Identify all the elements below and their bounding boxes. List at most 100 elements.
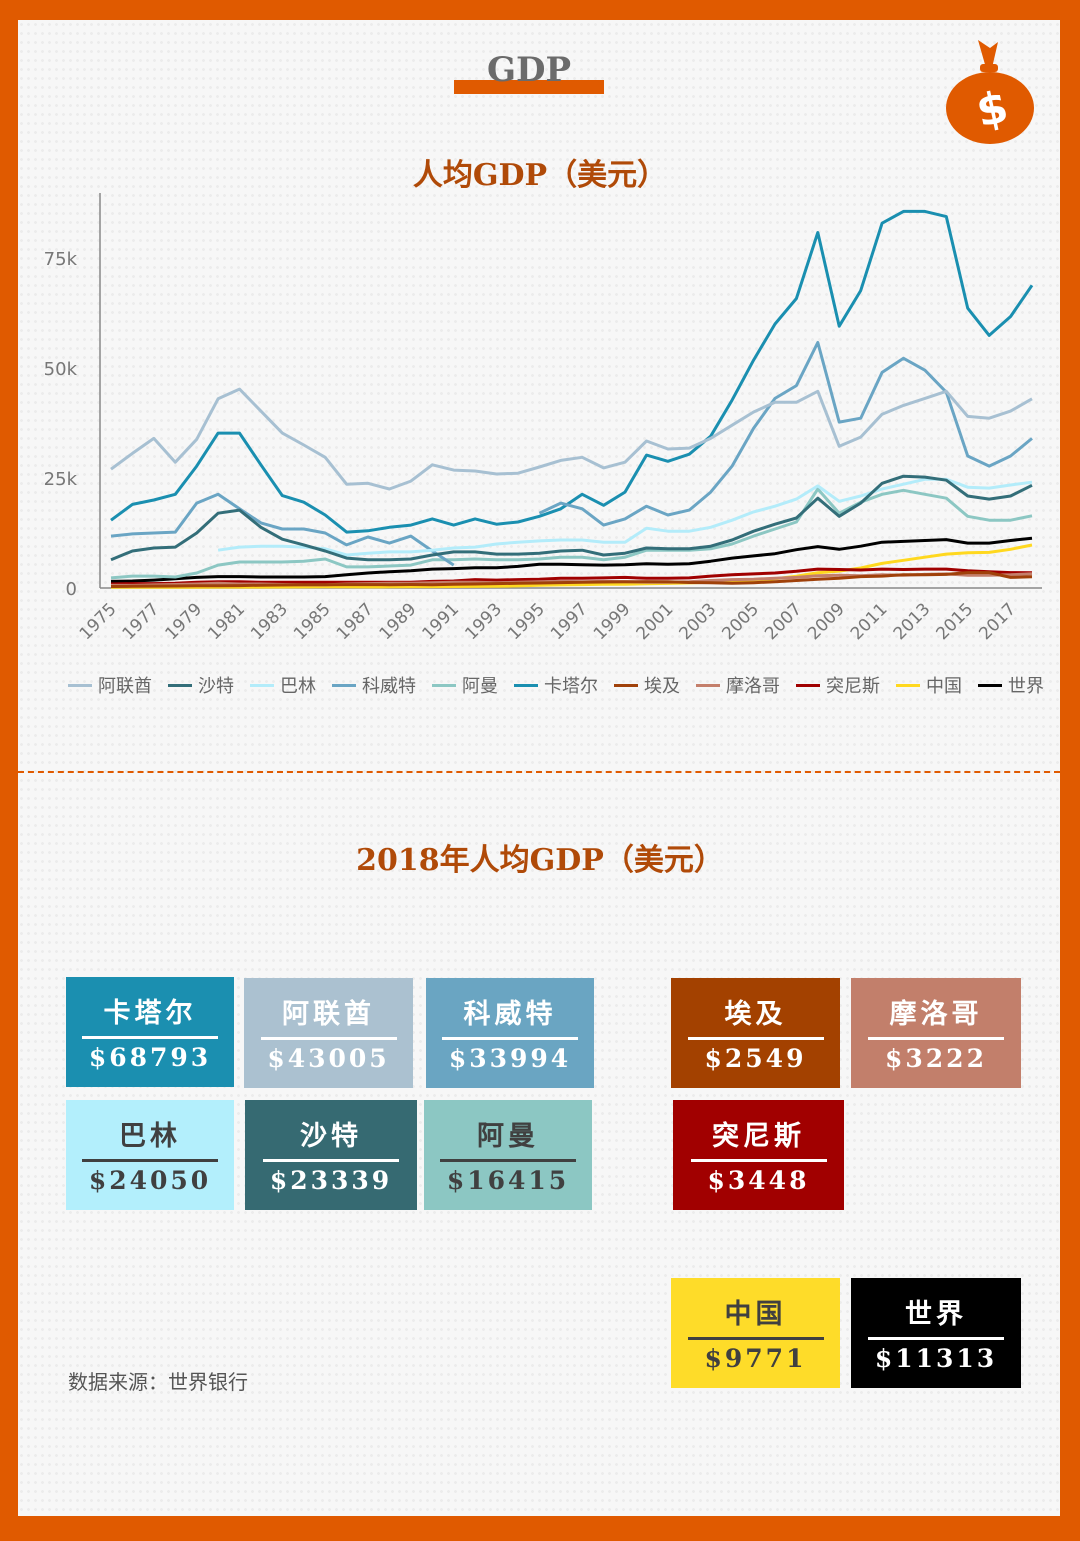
infographic-panel	[18, 20, 1060, 1516]
legend-item[interactable]: 卡塔尔	[514, 674, 598, 697]
legend-label: 突尼斯	[826, 676, 880, 697]
legend-swatch	[696, 683, 720, 687]
legend-swatch	[978, 683, 1002, 687]
legend-item[interactable]: 阿联酋	[68, 674, 152, 697]
legend-label: 世界	[1008, 676, 1044, 697]
x-tick-label: 2015	[933, 599, 978, 644]
legend-swatch	[332, 683, 356, 687]
summary-tile: 沙特 $23339	[245, 1100, 417, 1210]
legend-item[interactable]: 埃及	[614, 674, 680, 697]
series-line-卡塔尔	[110, 209, 1034, 534]
tile-value: $9771	[704, 1344, 807, 1373]
x-tick-label: 2011	[847, 599, 892, 644]
tile-country: 沙特	[300, 1121, 362, 1152]
legend-swatch	[614, 683, 638, 687]
chart-title: 人均GDP（美元）	[412, 158, 668, 193]
x-tick-label: 2007	[761, 599, 806, 644]
tile-value: $3222	[885, 1044, 987, 1073]
x-tick-label: 2001	[633, 599, 678, 644]
summary-tile: 卡塔尔 $68793	[66, 977, 234, 1087]
tile-value: $68793	[88, 1043, 212, 1072]
legend-label: 沙特	[198, 676, 234, 697]
x-tick-label: 1983	[247, 599, 292, 644]
line-chart: 025k50k75k197519771979198119831985198719…	[44, 193, 1042, 644]
summary-tile: 突尼斯 $3448	[673, 1100, 844, 1210]
summary-tile: 埃及 $2549	[671, 978, 840, 1088]
tile-country: 科威特	[463, 999, 557, 1030]
x-tick-label: 2003	[676, 599, 721, 644]
legend-item[interactable]: 沙特	[168, 674, 234, 697]
legend-label: 埃及	[644, 676, 680, 697]
y-tick-label: 50k	[44, 359, 78, 380]
tile-value: $11313	[874, 1344, 998, 1373]
tile-divider	[82, 1159, 218, 1162]
y-tick-label: 75k	[44, 249, 78, 270]
tile-country: 卡塔尔	[103, 998, 197, 1029]
tile-value: $33994	[448, 1044, 572, 1073]
legend-item[interactable]: 突尼斯	[796, 674, 880, 697]
x-tick-label: 1999	[590, 599, 635, 644]
tile-country: 突尼斯	[712, 1121, 805, 1152]
summary-tile: 巴林 $24050	[66, 1100, 234, 1210]
series-line-阿联酋	[110, 387, 1033, 491]
series-line-巴林	[217, 477, 1033, 557]
tile-country: 阿联酋	[282, 999, 375, 1030]
legend-swatch	[896, 683, 920, 687]
legend-label: 阿曼	[462, 676, 498, 697]
y-tick-label: 25k	[44, 469, 78, 490]
y-tick-label: 0	[66, 579, 77, 600]
legend-item[interactable]: 科威特	[332, 674, 416, 697]
series-line-中国	[110, 543, 1033, 589]
x-tick-label: 1991	[418, 599, 463, 644]
series-line-阿曼	[110, 487, 1033, 580]
x-tick-label: 1987	[333, 599, 378, 644]
tile-divider	[82, 1036, 218, 1039]
x-tick-label: 1997	[547, 599, 592, 644]
tile-divider	[690, 1159, 827, 1162]
tile-divider	[868, 1337, 1004, 1340]
legend-label: 卡塔尔	[544, 676, 598, 697]
summary-tile: 阿联酋 $43005	[244, 978, 413, 1088]
legend-item[interactable]: 摩洛哥	[696, 674, 780, 697]
tile-country: 摩洛哥	[889, 999, 983, 1030]
legend-swatch	[68, 683, 92, 687]
series-line-突尼斯	[110, 567, 1033, 586]
tile-divider	[440, 1159, 576, 1162]
tile-divider	[687, 1337, 824, 1340]
x-tick-label: 1981	[204, 599, 249, 644]
tile-divider	[263, 1159, 399, 1162]
tile-value: $16415	[446, 1166, 570, 1195]
tile-country: 阿曼	[477, 1121, 539, 1152]
x-tick-label: 1975	[76, 599, 121, 644]
x-tick-label: 2017	[975, 599, 1020, 644]
legend-swatch	[796, 683, 820, 687]
tile-divider	[868, 1037, 1004, 1040]
tile-value: $3448	[707, 1166, 810, 1195]
series-line-科威特	[110, 341, 1033, 567]
legend-item[interactable]: 阿曼	[432, 674, 498, 697]
series-line-埃及	[110, 571, 1033, 588]
chart-legend: 阿联酋 沙特 巴林 科威特 阿曼 卡塔尔 埃及 摩洛哥 突尼斯 中国 世界	[68, 674, 1048, 697]
legend-item[interactable]: 世界	[978, 674, 1044, 697]
tile-country: 巴林	[119, 1121, 181, 1152]
x-tick-label: 2009	[804, 599, 849, 644]
x-tick-label: 1989	[376, 599, 421, 644]
tile-country: 世界	[905, 1299, 967, 1330]
data-source: 数据来源：世界银行	[68, 1370, 248, 1394]
summary-tile: 中国 $9771	[671, 1278, 840, 1388]
legend-swatch	[168, 683, 192, 687]
summary-tile: 科威特 $33994	[426, 978, 594, 1088]
x-tick-label: 2013	[890, 599, 935, 644]
legend-item[interactable]: 中国	[896, 674, 962, 697]
title-underline	[454, 80, 604, 94]
legend-item[interactable]: 巴林	[250, 674, 316, 697]
legend-label: 中国	[926, 676, 962, 697]
x-tick-label: 1993	[461, 599, 506, 644]
legend-label: 科威特	[362, 676, 416, 697]
x-tick-label: 1979	[161, 599, 206, 644]
tile-divider	[687, 1037, 824, 1040]
x-tick-label: 1995	[504, 599, 549, 644]
legend-swatch	[514, 683, 538, 687]
series-line-世界	[110, 536, 1033, 583]
tile-value: $43005	[267, 1044, 390, 1073]
